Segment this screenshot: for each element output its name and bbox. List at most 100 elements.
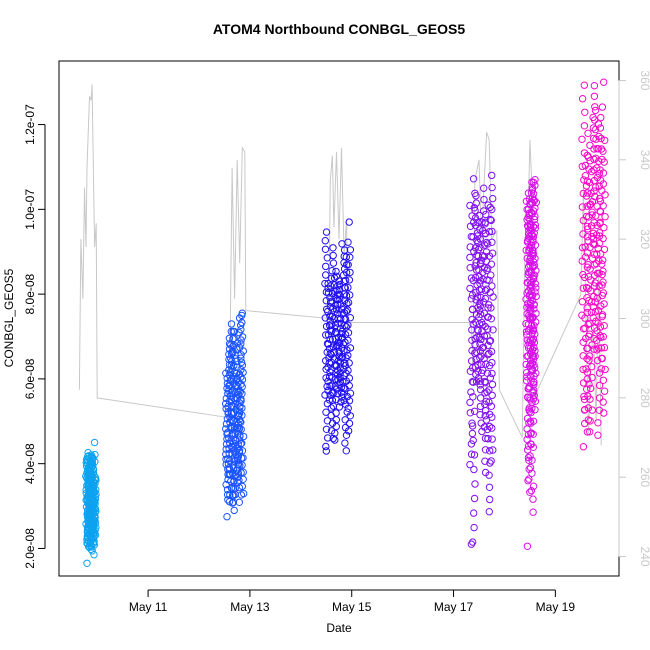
data-point xyxy=(345,419,354,428)
y2-tick-label: 340 xyxy=(638,150,650,170)
data-point xyxy=(581,253,590,261)
data-point xyxy=(584,284,592,293)
data-point xyxy=(588,167,596,176)
data-point xyxy=(345,359,353,367)
y2-tick-label: 320 xyxy=(638,229,650,249)
data-point xyxy=(477,285,486,293)
data-point xyxy=(531,397,540,405)
data-point xyxy=(321,245,330,254)
data-point xyxy=(529,378,538,386)
data-point xyxy=(594,419,602,427)
data-point xyxy=(597,113,605,122)
data-point xyxy=(489,293,497,301)
data-point xyxy=(531,254,539,263)
data-point xyxy=(474,218,482,227)
data-point xyxy=(467,440,476,448)
data-point xyxy=(230,426,239,434)
data-point xyxy=(234,469,243,477)
data-point xyxy=(488,424,496,432)
data-point xyxy=(468,422,477,430)
data-point xyxy=(83,559,91,567)
data-point xyxy=(578,162,586,171)
data-point xyxy=(487,216,495,225)
data-point xyxy=(530,386,538,394)
data-point xyxy=(469,538,477,546)
data-point xyxy=(588,341,596,349)
y-tick-label: 1.0e-07 xyxy=(23,189,37,230)
data-point xyxy=(588,406,596,414)
data-point xyxy=(332,305,341,313)
y-tick-label: 8.0e-08 xyxy=(23,273,37,314)
data-point xyxy=(233,374,242,382)
data-point xyxy=(601,365,609,374)
data-point xyxy=(531,288,539,296)
data-point xyxy=(531,330,539,338)
data-point xyxy=(529,417,538,425)
data-point xyxy=(335,290,343,299)
data-point xyxy=(488,391,496,400)
data-point xyxy=(329,434,337,443)
data-point xyxy=(526,299,535,307)
data-point xyxy=(528,296,537,305)
data-point xyxy=(589,303,598,311)
data-point xyxy=(469,393,477,401)
data-point xyxy=(471,214,480,222)
y-tick-label: 6.0e-08 xyxy=(23,358,37,399)
data-point xyxy=(484,201,492,209)
x-tick-label: May 15 xyxy=(332,600,372,614)
data-point xyxy=(481,379,489,387)
data-point xyxy=(589,124,598,132)
data-point xyxy=(592,212,600,220)
data-point xyxy=(346,412,354,420)
y-tick-label: 1.2e-07 xyxy=(23,104,37,145)
data-point xyxy=(484,434,492,443)
data-point xyxy=(581,405,589,414)
data-point xyxy=(591,307,599,316)
data-point xyxy=(530,361,538,369)
data-point xyxy=(224,460,233,468)
data-point xyxy=(578,203,587,211)
data-point xyxy=(466,284,474,293)
data-point xyxy=(527,226,535,235)
data-point xyxy=(486,337,495,345)
chart-title: ATOM4 Northbound CONBGL_GEOS5 xyxy=(213,21,465,37)
data-point xyxy=(599,398,607,406)
data-point xyxy=(342,354,350,362)
data-point xyxy=(531,221,539,229)
data-point xyxy=(530,301,538,309)
data-point xyxy=(326,335,334,344)
data-point xyxy=(468,378,477,386)
data-point xyxy=(327,404,335,412)
data-point xyxy=(590,82,599,90)
data-point xyxy=(327,320,335,328)
data-point xyxy=(591,298,599,306)
data-point xyxy=(329,244,337,252)
y2-tick-label: 240 xyxy=(638,547,650,567)
data-point xyxy=(530,215,539,224)
data-point xyxy=(322,262,330,271)
data-point xyxy=(237,358,246,366)
data-point xyxy=(345,276,354,284)
data-point xyxy=(599,333,607,341)
data-point xyxy=(484,325,492,333)
data-point xyxy=(488,183,496,192)
data-point xyxy=(583,428,592,436)
data-point xyxy=(529,250,538,258)
data-point xyxy=(485,386,493,394)
data-point xyxy=(583,177,592,185)
data-point xyxy=(594,120,603,128)
data-point xyxy=(470,451,479,459)
data-point xyxy=(331,436,339,444)
data-point xyxy=(531,241,540,249)
data-point xyxy=(326,312,334,320)
data-point xyxy=(579,443,588,451)
data-point xyxy=(487,271,495,279)
axes-layer: May 11 May 13 May 15 May 17 May 19 2.0e-08 4.0… xyxy=(23,60,650,614)
data-point xyxy=(346,268,354,277)
data-point xyxy=(471,206,479,215)
data-point xyxy=(529,430,537,438)
data-point xyxy=(527,198,535,206)
data-point xyxy=(322,408,330,416)
data-point xyxy=(487,402,496,410)
